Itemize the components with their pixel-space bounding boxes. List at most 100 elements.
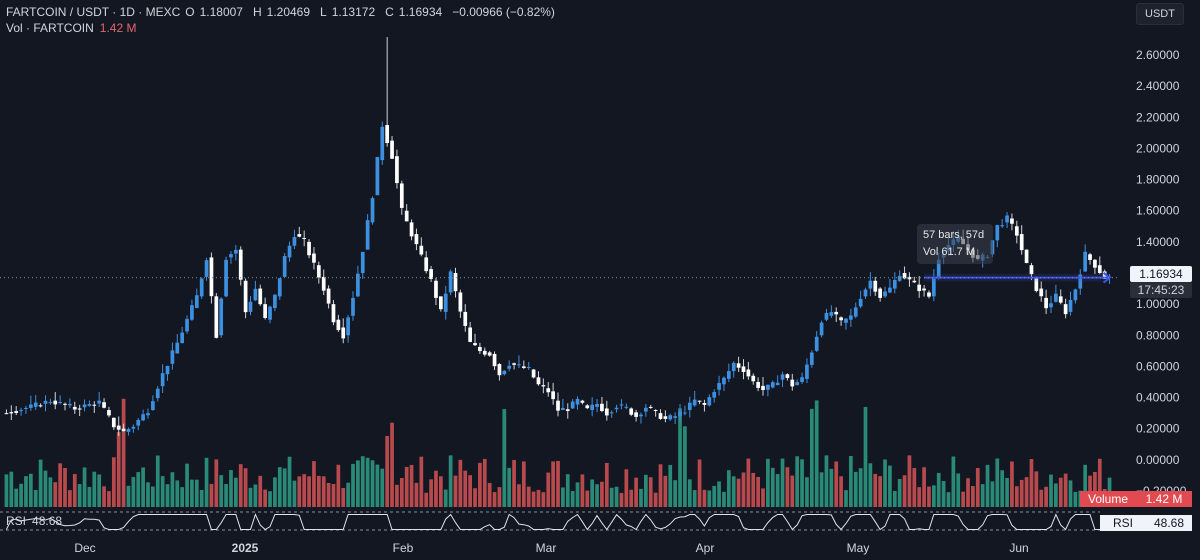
volume-bar <box>1019 479 1024 507</box>
candle-body <box>199 278 204 297</box>
volume-bar <box>424 492 429 507</box>
volume-bar <box>194 479 199 507</box>
candle-body <box>307 241 311 256</box>
candle-body <box>609 412 614 414</box>
volume-bar <box>111 457 116 507</box>
volume-bar <box>414 482 419 507</box>
volume-bar <box>302 474 307 507</box>
volume-bar <box>990 481 995 507</box>
candle-body <box>931 277 936 297</box>
volume-tag: Volume 1.42 M <box>1080 491 1192 507</box>
volume-bar <box>687 479 692 507</box>
volume-bar <box>692 490 697 507</box>
volume-bar <box>155 455 160 507</box>
volume-bar <box>839 476 843 507</box>
candle-body <box>892 279 897 289</box>
candle-body <box>883 291 887 297</box>
candle-body <box>463 311 468 326</box>
candle-body <box>800 377 804 382</box>
volume-bar <box>770 467 775 507</box>
candle-body <box>521 366 526 368</box>
candle-body <box>995 225 1000 241</box>
symbol-title[interactable]: FARTCOIN / USDT · 1D · MEXC <box>6 5 181 19</box>
volume-bar <box>800 459 804 507</box>
candle-body <box>922 288 926 291</box>
candle-body <box>497 364 502 376</box>
rsi-tag-label: RSI <box>1112 516 1133 530</box>
candle-body <box>1010 218 1014 224</box>
candle-body <box>614 407 619 410</box>
volume-bar <box>72 474 77 507</box>
candle-body <box>395 156 399 184</box>
candle-body <box>565 409 570 411</box>
candle-body <box>678 411 682 417</box>
volume-bar <box>1058 477 1063 507</box>
candle-body <box>365 220 370 250</box>
candle-body <box>639 414 643 417</box>
candle-body <box>1093 259 1097 268</box>
volume-bar <box>517 484 521 507</box>
volume-bar <box>639 488 643 507</box>
volume-bar <box>907 455 912 507</box>
volume-bar <box>858 468 863 507</box>
candle-body <box>853 307 858 317</box>
volume-bar <box>931 485 936 507</box>
volume-bar <box>644 474 648 507</box>
volume-bar <box>38 459 43 507</box>
candle-body <box>414 234 419 245</box>
candle-body <box>878 288 883 298</box>
candle-body <box>38 405 43 407</box>
volume-bar <box>253 484 258 507</box>
candle-body <box>116 425 121 430</box>
candle-body <box>863 289 868 297</box>
volume-bar <box>316 475 321 507</box>
candle-body <box>380 126 385 161</box>
volume-bar <box>795 456 800 507</box>
candle-body <box>517 364 521 366</box>
x-tick-label: Feb <box>393 541 414 555</box>
volume-bar <box>97 474 102 507</box>
volume-bar <box>761 488 765 507</box>
volume-bar <box>853 471 858 507</box>
volume-bar <box>814 400 819 507</box>
volume-bar <box>570 491 575 507</box>
candle-body <box>443 293 448 312</box>
volume-tag-label: Volume <box>1087 492 1129 506</box>
candle-body <box>63 403 67 405</box>
candle-body <box>155 388 160 399</box>
currency-button[interactable]: USDT <box>1136 3 1184 25</box>
candle-body <box>287 245 292 258</box>
candle-body <box>790 379 795 387</box>
volume-bar <box>746 458 751 507</box>
candle-body <box>897 275 902 281</box>
candle-body <box>536 377 541 385</box>
volume-bar <box>1054 483 1058 507</box>
volume-bar <box>897 478 902 507</box>
candle-body <box>24 408 28 410</box>
candle-body <box>717 383 721 390</box>
volume-bar <box>502 409 507 507</box>
candle-body <box>356 273 360 297</box>
volume-bar <box>883 459 887 507</box>
volume-bar <box>1010 461 1014 507</box>
volume-bar <box>9 471 14 507</box>
candle-body <box>1078 274 1083 289</box>
volume-bar <box>809 408 814 507</box>
volume-bar <box>146 482 150 507</box>
y-tick-label: 2.60000 <box>1136 48 1180 62</box>
candle-body <box>77 408 82 410</box>
candle-body <box>273 294 277 309</box>
candle-body <box>1034 276 1039 292</box>
candle-body <box>795 382 800 386</box>
volume-bar <box>678 408 682 507</box>
candle-body <box>541 385 546 387</box>
volume-bar <box>24 476 28 507</box>
volume-bar <box>336 464 341 507</box>
volume-bar <box>453 475 458 507</box>
candle-body <box>370 198 375 223</box>
candle-body <box>668 415 673 420</box>
volume-bar <box>233 477 238 507</box>
open-label: O 1.18007 <box>185 5 243 19</box>
candle-body <box>111 417 116 428</box>
